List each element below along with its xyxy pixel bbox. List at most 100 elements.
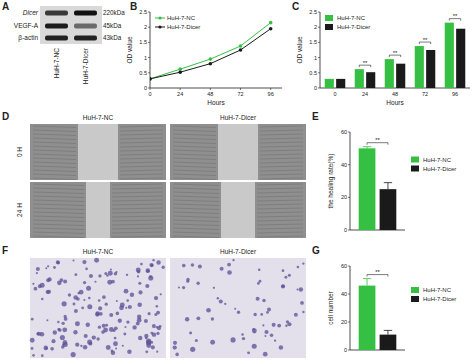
- significance: **: [363, 60, 368, 66]
- cell: [210, 340, 215, 345]
- cell: [47, 265, 49, 267]
- texture: [120, 146, 163, 147]
- y-tick-label: 1: [314, 55, 317, 61]
- cell: [270, 334, 274, 338]
- cell: [267, 307, 271, 311]
- error-bar: [363, 279, 371, 286]
- cell-layer: [30, 182, 166, 238]
- cell: [115, 271, 117, 273]
- cell: [148, 312, 151, 315]
- x-tick-label: 48: [207, 91, 213, 97]
- bar: [359, 148, 376, 230]
- figure: ADicerVEGF-Aβ-actin220kDa45kDa43kDaHuH-7…: [0, 0, 474, 363]
- cell: [113, 341, 118, 346]
- cell: [237, 310, 240, 313]
- x-tick: [180, 88, 181, 90]
- x-tick-label: 96: [268, 91, 274, 97]
- cell: [110, 269, 112, 271]
- cell: [287, 322, 291, 326]
- y-tick: [348, 266, 350, 267]
- band: [74, 24, 97, 29]
- band: [74, 36, 97, 41]
- texture: [112, 212, 163, 213]
- cell: [234, 308, 236, 310]
- texture: [120, 162, 163, 163]
- cell: [98, 274, 101, 277]
- cell: [152, 332, 156, 336]
- cell: [109, 313, 113, 317]
- cell: [227, 263, 231, 267]
- cell: [136, 268, 141, 273]
- texture: [173, 130, 216, 132]
- cell: [31, 318, 34, 321]
- cell: [98, 306, 102, 310]
- cell: [56, 261, 60, 265]
- cell: [41, 298, 43, 300]
- cell: [189, 331, 192, 334]
- cell: [50, 347, 54, 351]
- texture: [173, 208, 219, 210]
- cell: [137, 275, 139, 277]
- y-tick-label: 0: [144, 85, 147, 91]
- cell: [213, 287, 215, 289]
- error-bar: [363, 147, 371, 149]
- cell: [282, 269, 285, 272]
- texture: [112, 184, 163, 185]
- size-label: 45kDa: [103, 22, 122, 29]
- y-tick: [348, 164, 350, 165]
- cell: [102, 324, 106, 328]
- texture: [33, 178, 76, 180]
- texture: [33, 158, 76, 160]
- cell: [262, 324, 264, 326]
- cell: [156, 305, 159, 308]
- cell: [72, 303, 75, 306]
- cell-layer: [170, 182, 306, 238]
- cell: [109, 327, 114, 332]
- y-tick: [348, 294, 350, 295]
- y-axis: [350, 266, 351, 350]
- cell: [175, 353, 179, 357]
- texture: [173, 200, 219, 202]
- y-tick: [148, 42, 150, 43]
- cell: [227, 270, 232, 275]
- texture: [173, 204, 219, 206]
- texture: [173, 162, 216, 164]
- y-tick-label: 20: [341, 319, 347, 325]
- cell: [299, 287, 303, 291]
- texture: [120, 126, 163, 127]
- cell: [302, 311, 304, 313]
- texture: [257, 224, 303, 225]
- cell: [156, 351, 158, 353]
- texture: [33, 162, 76, 164]
- y-tick: [318, 88, 320, 89]
- cell: [152, 324, 156, 328]
- cell: [83, 281, 86, 284]
- texture: [173, 236, 219, 238]
- texture: [260, 162, 303, 163]
- cell: [219, 299, 223, 303]
- panel-letter: A: [2, 1, 9, 12]
- significance: **: [375, 269, 380, 275]
- cell: [126, 274, 128, 276]
- y-tick: [318, 72, 320, 73]
- texture: [173, 228, 219, 230]
- texture: [173, 146, 216, 148]
- cell: [241, 333, 244, 336]
- cell: [138, 282, 141, 285]
- cell: [285, 325, 287, 327]
- texture: [33, 208, 84, 210]
- cell: [98, 299, 101, 302]
- point: [269, 21, 273, 25]
- y-tick-label: 60: [341, 129, 347, 135]
- row-label: 0 H: [16, 147, 23, 157]
- cell: [85, 267, 88, 270]
- texture: [33, 154, 76, 156]
- cell: [230, 337, 235, 342]
- cell: [178, 286, 180, 288]
- texture: [260, 166, 303, 167]
- texture: [120, 154, 163, 155]
- y-tick: [348, 197, 350, 198]
- texture: [112, 200, 163, 201]
- cell: [40, 332, 45, 337]
- texture: [120, 174, 163, 175]
